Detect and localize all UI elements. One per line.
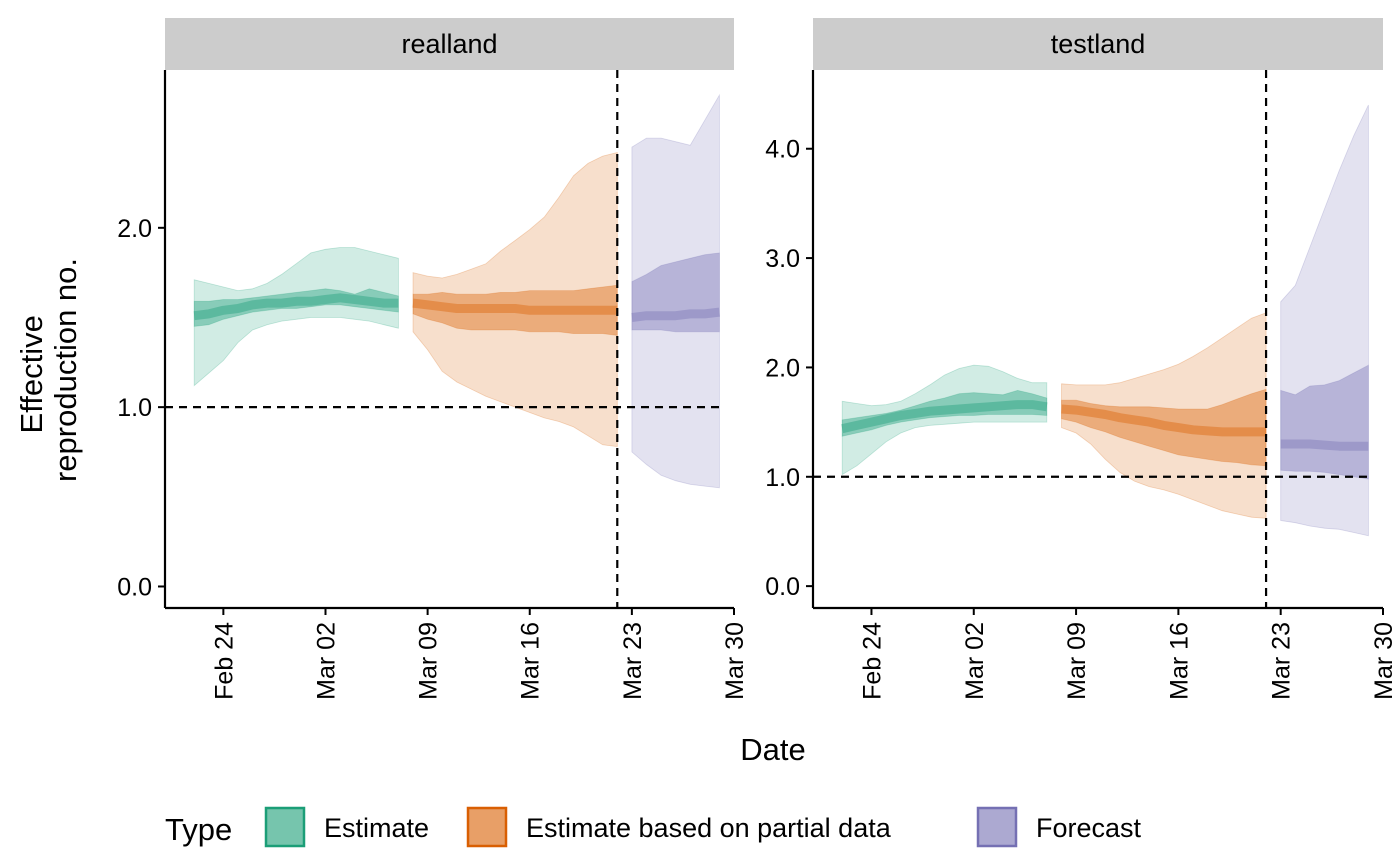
x-tick-label: Mar 16	[517, 622, 545, 700]
x-tick-label: Mar 23	[1268, 622, 1296, 700]
estimate-based-on-partial-data-inner-band	[412, 284, 618, 336]
legend-key-forecast	[976, 806, 1018, 848]
legend-label-partial: Estimate based on partial data	[526, 813, 892, 843]
legend: Type Estimate Estimate based on partial …	[165, 806, 1142, 848]
y-tick-label: 2.0	[765, 354, 800, 382]
estimate-inner-band	[193, 288, 399, 327]
panel-realland: realland 0.0 1.0 2.0 Feb 24 Mar 02 Mar 09 Mar 1…	[117, 18, 749, 700]
legend-key-estimate	[264, 806, 306, 848]
legend-label-forecast: Forecast	[1036, 813, 1142, 843]
forecast-median-line	[631, 307, 720, 322]
forecast-outer-band	[631, 93, 720, 489]
x-tick-label: Mar 09	[1063, 622, 1091, 700]
legend-label-estimate: Estimate	[324, 813, 429, 843]
x-tick-label: Feb 24	[858, 622, 886, 700]
x-tick-label: Mar 30	[1370, 622, 1398, 700]
y-axis-title-line-2: reproduction no.	[48, 258, 83, 482]
estimate-inner-band	[841, 389, 1048, 437]
forecast-outer-band	[1280, 104, 1369, 537]
y-tick-label: 1.0	[117, 394, 152, 422]
x-axis-title: Date	[740, 732, 805, 767]
estimate-outer-band	[193, 247, 399, 387]
x-tick-label: Mar 02	[961, 622, 989, 700]
facet-strip-label: realland	[401, 29, 497, 59]
x-tick-label: Mar 16	[1165, 622, 1193, 700]
facet-strip-label: testland	[1051, 29, 1146, 59]
y-tick-label: 3.0	[765, 245, 800, 273]
facet-strip	[813, 18, 1383, 70]
legend-key-partial	[466, 806, 508, 848]
estimate-based-on-partial-data-median-line	[1061, 404, 1267, 437]
x-tick-label: Feb 24	[210, 622, 238, 700]
y-axis-title: Effective reproduction no.	[14, 258, 83, 482]
y-tick-label: 2.0	[117, 215, 152, 243]
forecast-inner-band	[1280, 364, 1369, 480]
forecast-inner-band	[631, 252, 720, 333]
estimate-median-line	[193, 293, 399, 321]
forecast-median-line	[1280, 439, 1369, 451]
x-tick-label: Mar 30	[721, 622, 749, 700]
estimate-based-on-partial-data-median-line	[412, 298, 618, 315]
y-tick-label: 1.0	[765, 464, 800, 492]
estimate-median-line	[841, 400, 1048, 434]
panel-testland: testland 0.0 1.0 2.0 3.0 4.0 Feb 24 Mar 02 Mar 0…	[765, 18, 1398, 700]
x-tick-label: Mar 09	[415, 622, 443, 700]
y-axis-title-line-1: Effective	[14, 315, 49, 433]
estimate-outer-band	[841, 364, 1048, 476]
facet-panels: realland 0.0 1.0 2.0 Feb 24 Mar 02 Mar 09 Mar 1…	[117, 18, 1398, 700]
facet-strip	[165, 18, 734, 70]
y-tick-label: 0.0	[117, 573, 152, 601]
y-tick-label: 4.0	[765, 136, 800, 164]
x-tick-label: Mar 02	[312, 622, 340, 700]
y-tick-label: 0.0	[765, 573, 800, 601]
legend-title: Type	[165, 812, 232, 847]
estimate-based-on-partial-data-outer-band	[412, 151, 618, 448]
x-tick-label: Mar 23	[619, 622, 647, 700]
